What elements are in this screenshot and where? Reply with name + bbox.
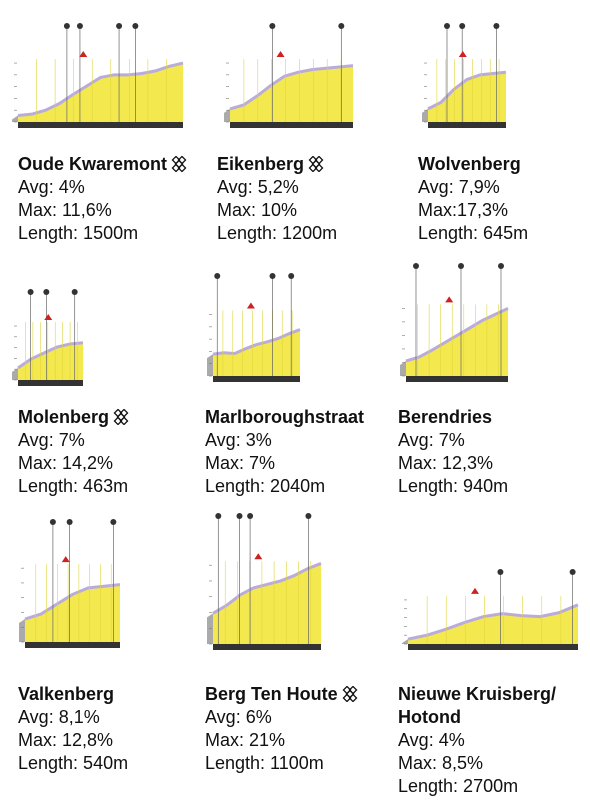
climb-length: Length: 1200m [217, 222, 402, 245]
climb-avg: Avg: 4% [18, 176, 203, 199]
length-text: Length: 2700m [398, 776, 519, 796]
length-text: Length: 645m [418, 223, 529, 243]
climb-avg: Avg: 4% [398, 729, 583, 752]
climb-length: Length: 2700m [398, 775, 583, 798]
climb-stats: Oude Kwaremont Avg: 4% Max: 11,6% Length: 1… [18, 153, 203, 245]
profile-image [12, 23, 184, 128]
climb-avg: Avg: 3% [205, 429, 390, 452]
climb-name: Molenberg [18, 406, 203, 429]
climb-stats: Nieuwe Kruisberg/ Hotond Avg: 4% Max: 8,5%… [398, 683, 583, 798]
name-text: Eikenberg [217, 154, 305, 174]
avg-text: Avg: 3% [205, 430, 272, 450]
avg-text: Avg: 8,1% [18, 707, 100, 727]
climb-max: Max: 12,8% [18, 729, 203, 752]
profile-image [402, 569, 579, 650]
climb-avg: Avg: 8,1% [18, 706, 203, 729]
profile-image [207, 273, 301, 382]
climb-max: Max: 8,5% [398, 752, 583, 775]
climb-name: Oude Kwaremont [18, 153, 203, 176]
climb-avg: Avg: 6% [205, 706, 390, 729]
climb-max: Max: 10% [217, 199, 402, 222]
climb-name: Berendries [398, 406, 583, 429]
climb-avg: Avg: 7,9% [418, 176, 590, 199]
name-text: Marlboroughstraat [205, 407, 365, 427]
climb-max: Max: 12,3% [398, 452, 583, 475]
length-text: Length: 540m [18, 753, 129, 773]
name-text: Valkenberg [18, 684, 115, 704]
climb-stats: Molenberg Avg: 7% Max: 14,2% Length: 463m [18, 406, 203, 498]
climb-length: Length: 645m [418, 222, 590, 245]
max-text: Max: 10% [217, 200, 298, 220]
max-text: Max: 8,5% [398, 753, 484, 773]
max-text: Max: 11,6% [18, 200, 112, 220]
max-text: Max: 14,2% [18, 453, 114, 473]
cobble-icon [342, 686, 358, 702]
avg-text: Avg: 7% [18, 430, 85, 450]
name-text: Oude Kwaremont [18, 154, 168, 174]
avg-text: Avg: 7% [398, 430, 465, 450]
climb-name: Eikenberg [217, 153, 402, 176]
max-text: Max: 21% [205, 730, 286, 750]
name-text: Nieuwe Kruisberg/ Hotond [398, 684, 557, 727]
cobble-icon [113, 409, 129, 425]
length-text: Length: 2040m [205, 476, 326, 496]
name-text: Berg Ten Houte [205, 684, 338, 704]
profile-image [224, 23, 354, 128]
climb-avg: Avg: 5,2% [217, 176, 402, 199]
climb-max: Max: 11,6% [18, 199, 203, 222]
length-text: Length: 940m [398, 476, 509, 496]
length-text: Length: 1100m [205, 753, 324, 773]
climb-max: Max:17,3% [418, 199, 590, 222]
length-text: Length: 463m [18, 476, 129, 496]
avg-text: Avg: 7,9% [418, 177, 500, 197]
avg-text: Avg: 4% [18, 177, 85, 197]
climb-avg: Avg: 7% [18, 429, 203, 452]
climb-stats: Berendries Avg: 7% Max: 12,3% Length: 940m [398, 406, 583, 498]
profile-image [12, 289, 84, 386]
cobble-icon [308, 156, 324, 172]
climb-stats: Wolvenberg Avg: 7,9% Max:17,3% Length: 645m [418, 153, 590, 245]
length-text: Length: 1500m [18, 223, 139, 243]
cobble-icon [171, 156, 187, 172]
climb-stats: Valkenberg Avg: 8,1% Max: 12,8% Length: 540… [18, 683, 203, 775]
climb-avg: Avg: 7% [398, 429, 583, 452]
climb-length: Length: 940m [398, 475, 583, 498]
climb-name: Valkenberg [18, 683, 203, 706]
profile-image [207, 513, 322, 650]
climb-name: Nieuwe Kruisberg/ Hotond [398, 683, 583, 729]
name-text: Berendries [398, 407, 493, 427]
name-text: Molenberg [18, 407, 110, 427]
profile-image [19, 519, 121, 648]
climb-length: Length: 1100m [205, 752, 390, 775]
max-text: Max: 7% [205, 453, 276, 473]
climb-max: Max: 7% [205, 452, 390, 475]
profile-image [422, 23, 507, 128]
climb-length: Length: 2040m [205, 475, 390, 498]
climb-name: Marlboroughstraat [205, 406, 390, 429]
climb-max: Max: 21% [205, 729, 390, 752]
climb-length: Length: 463m [18, 475, 203, 498]
max-text: Max: 12,8% [18, 730, 114, 750]
climb-stats: Marlboroughstraat Avg: 3% Max: 7% Length: 2… [205, 406, 390, 498]
climb-stats: Berg Ten Houte Avg: 6% Max: 21% Length: 110… [205, 683, 390, 775]
climb-name: Wolvenberg [418, 153, 590, 176]
avg-text: Avg: 5,2% [217, 177, 299, 197]
max-text: Max:17,3% [418, 200, 509, 220]
avg-text: Avg: 6% [205, 707, 272, 727]
climb-length: Length: 1500m [18, 222, 203, 245]
climb-length: Length: 540m [18, 752, 203, 775]
profile-image [400, 263, 509, 382]
avg-text: Avg: 4% [398, 730, 465, 750]
climb-stats: Eikenberg Avg: 5,2% Max: 10% Length: 1200m [217, 153, 402, 245]
climb-name: Berg Ten Houte [205, 683, 390, 706]
climb-max: Max: 14,2% [18, 452, 203, 475]
max-text: Max: 12,3% [398, 453, 494, 473]
name-text: Wolvenberg [418, 154, 521, 174]
length-text: Length: 1200m [217, 223, 338, 243]
